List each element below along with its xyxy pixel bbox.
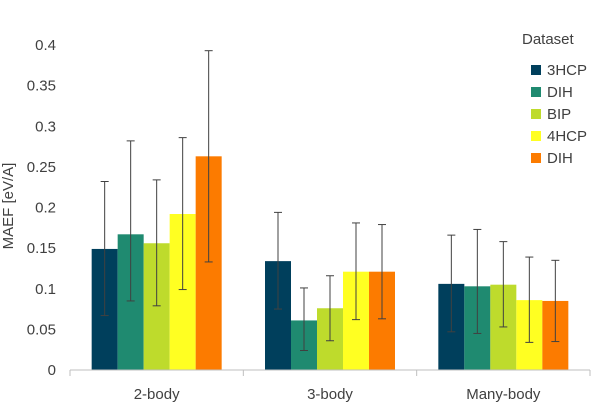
legend-swatch	[531, 87, 541, 97]
legend-label: BIP	[547, 106, 571, 123]
legend-swatch	[531, 153, 541, 163]
x-tick-label: 3-body	[307, 386, 353, 403]
legend-swatch	[531, 65, 541, 75]
legend: Dataset 3HCP DIH BIP 4HCP DIH	[522, 31, 587, 167]
legend-label: DIH	[547, 150, 573, 167]
legend-label: DIH	[547, 84, 573, 101]
bars	[91, 156, 569, 370]
legend-label: 3HCP	[547, 62, 587, 79]
y-tick-label: 0.15	[27, 240, 56, 257]
y-tick-label: 0	[48, 362, 56, 379]
legend-swatch	[531, 109, 541, 119]
legend-swatch	[531, 131, 541, 141]
y-tick-label: 0.3	[35, 118, 56, 135]
x-tick-label: 2-body	[134, 386, 180, 403]
y-tick-label: 0.25	[27, 159, 56, 176]
y-tick-label: 0.05	[27, 321, 56, 338]
legend-label: 4HCP	[547, 128, 587, 145]
y-tick-label: 0.1	[35, 281, 56, 298]
y-tick-label: 0.35	[27, 78, 56, 95]
x-axis-ticks: 2-body 3-body Many-body	[69, 370, 591, 403]
x-tick-label: Many-body	[466, 386, 541, 403]
legend-title: Dataset	[522, 31, 575, 48]
y-axis-title: MAEF [eV/A]	[0, 163, 17, 250]
y-tick-label: 0.2	[35, 200, 56, 217]
error-bars	[100, 50, 560, 351]
y-tick-label: 0.4	[35, 37, 56, 54]
y-axis-ticks: 0 0.05 0.1 0.15 0.2 0.25 0.3 0.35 0.4	[27, 37, 56, 379]
